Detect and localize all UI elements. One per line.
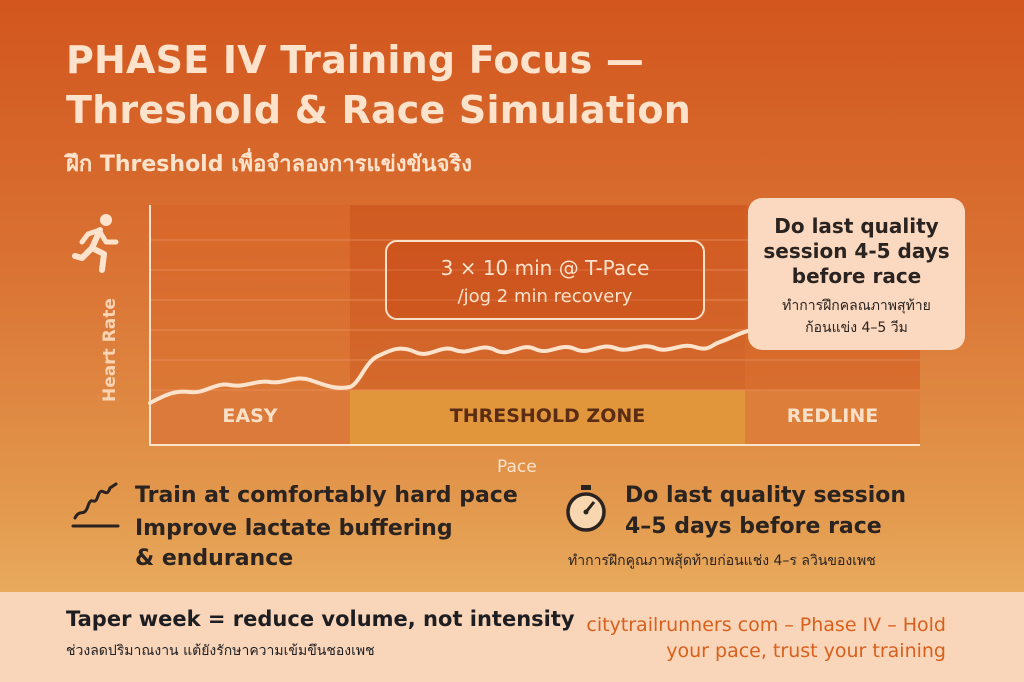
footer-thai: ช่วงลดปริมาณงาน แต้ยังรักษาความเข้มขึนชอ…: [66, 643, 375, 659]
footer-main: Taper week = reduce volume, not intensit…: [66, 607, 575, 631]
thai-line-2: ก้อนแข่ง 4–5 วีม: [805, 320, 908, 336]
trend-line-icon: [71, 482, 120, 528]
point-left-3: & endurance: [135, 546, 294, 571]
stopwatch-icon: [566, 485, 606, 532]
zone-easy-upper: [150, 205, 350, 390]
zone-threshold: [350, 390, 745, 445]
runner-icon: [72, 214, 119, 273]
point-left-1: Train at comfortably hard pace: [135, 483, 518, 508]
taper-note-box: Do last quality session 4-5 days before …: [748, 198, 965, 350]
x-axis-label: Pace: [497, 457, 537, 477]
title-line-1: PHASE IV Training Focus —: [66, 38, 645, 82]
site-line-1[interactable]: citytrailrunners com – Phase IV – Hold: [586, 614, 946, 636]
workout-callout: 3 × 10 min @ T-Pace /jog 2 min recovery: [385, 240, 705, 320]
point-right-1: Do last quality session: [625, 483, 907, 508]
subtitle: ฝึก Threshold เพื่อจำลองการแข่งขันจริง: [66, 152, 473, 177]
zone-label-threshold: THRESHOLD ZONE: [449, 405, 646, 427]
taper-note-thai: ทำการฝึกคลณภาพสุท้ายก้อนแข่ง 4–5 วีม: [748, 295, 965, 339]
site-line-2: your pace, trust your training: [666, 640, 946, 662]
footer: Taper week = reduce volume, not intensit…: [0, 592, 1024, 682]
zone-easy: [150, 390, 350, 445]
workout-line-1: 3 × 10 min @ T-Pace: [440, 256, 650, 280]
taper-note-title: Do last quality session 4-5 days before …: [763, 214, 950, 288]
point-right-2: 4–5 days before race: [625, 514, 882, 539]
zone-label-easy: EASY: [222, 405, 278, 427]
workout-line-2: /jog 2 min recovery: [457, 286, 633, 307]
thai-line-1: ทำการฝึกคลณภาพสุท้าย: [782, 298, 931, 314]
zone-threshold-upper: [350, 205, 745, 390]
footer-site[interactable]: citytrailrunners com – Phase IV – Hold yo…: [586, 612, 946, 664]
title-line-2: Threshold & Race Simulation: [66, 88, 691, 132]
y-axis-label: Heart Rate: [99, 298, 120, 402]
zone-label-redline: REDLINE: [786, 405, 879, 427]
heart-rate-curve: [148, 328, 754, 405]
zone-redline: [745, 390, 920, 445]
point-left-2: Improve lactate buffering: [135, 516, 453, 541]
point-right-thai: ทำการฝึกคูณภาพสุ้ดท้ายก่อนแช่ง 4–ร ลวินข…: [568, 553, 876, 569]
